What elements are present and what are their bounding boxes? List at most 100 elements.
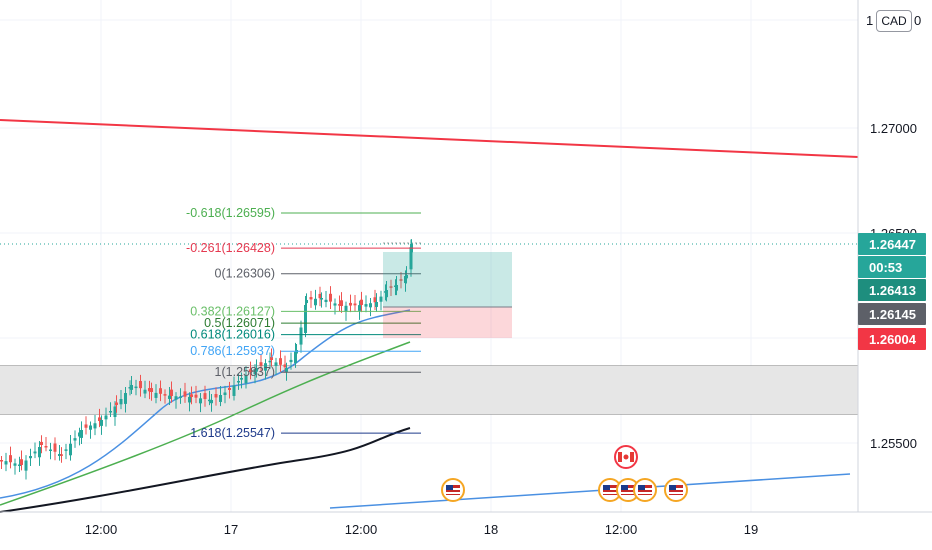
candle [60, 454, 63, 456]
candle [338, 304, 341, 306]
candle [399, 279, 403, 281]
time-tick: 12:00 [85, 522, 118, 537]
candle [389, 286, 393, 288]
candle [98, 417, 101, 421]
candle [49, 449, 52, 451]
ma-slow [0, 427, 411, 513]
candle [69, 443, 72, 456]
fib-levels: -0.618(1.26595) -0.261(1.26428) 0(1.26306)… [186, 206, 421, 440]
candle [170, 389, 173, 396]
candle [255, 368, 258, 372]
candle [119, 399, 123, 405]
candle [373, 297, 377, 303]
candle [183, 391, 187, 397]
candle [344, 305, 348, 312]
candle [89, 425, 92, 430]
price-tick: 1.25500 [870, 436, 917, 451]
fib-label: 1(1.25837) [215, 365, 275, 379]
currency-button[interactable]: CAD [876, 10, 912, 32]
currency-suffix: 0 [914, 13, 922, 28]
candle [73, 438, 77, 441]
flag-canton [638, 485, 645, 490]
candle [295, 350, 298, 354]
candle [4, 461, 8, 465]
flag-canton [603, 485, 610, 490]
time-tick: 18 [484, 522, 498, 537]
candle [208, 399, 211, 402]
candle [244, 375, 248, 384]
candle [268, 360, 272, 363]
candle [100, 420, 103, 426]
candle [283, 364, 287, 368]
candle [304, 305, 307, 334]
price-tick: 1.27000 [870, 121, 917, 136]
us-flag-icon[interactable] [633, 478, 657, 502]
fib-label: 0.5(1.26071) [204, 316, 275, 330]
fib-label: 0.786(1.25937) [190, 344, 275, 358]
candle [320, 298, 323, 300]
candle [289, 359, 293, 363]
price-axis[interactable]: 1.270001.265001.255001.2644700:531.26413… [857, 0, 932, 550]
resistance-trendline [0, 119, 859, 158]
candle [174, 396, 178, 400]
fib-label: 0.618(1.26016) [190, 328, 275, 342]
candle [24, 460, 28, 471]
flag-canton [446, 485, 453, 490]
event-flags[interactable] [441, 445, 688, 502]
price-tag-label: 1.26413 [869, 283, 916, 298]
currency-prefix: 1 [866, 13, 874, 28]
candle [13, 463, 17, 466]
candle [294, 351, 297, 364]
candle [264, 363, 267, 371]
long-position-tool[interactable] [383, 252, 512, 338]
candle [143, 389, 147, 394]
candle [232, 385, 236, 396]
candle [194, 394, 198, 398]
candle [203, 393, 207, 400]
candle [188, 396, 191, 403]
candle [364, 304, 368, 307]
candle [179, 396, 182, 398]
candle [270, 357, 273, 360]
candle [324, 299, 328, 303]
take-profit-zone [383, 252, 512, 307]
candle [18, 464, 21, 466]
price-tag-label: 1.26145 [869, 307, 916, 322]
time-tick: 12:00 [345, 522, 378, 537]
fib-label: -0.261(1.26428) [186, 241, 275, 255]
fib-label: -0.618(1.26595) [186, 206, 275, 220]
candle [139, 381, 142, 389]
candle [130, 385, 133, 390]
us-flag-icon[interactable] [441, 478, 465, 502]
ca-flag-icon[interactable] [614, 445, 638, 469]
price-tag [858, 303, 926, 325]
price-tag [858, 256, 926, 278]
time-tick: 12:00 [605, 522, 638, 537]
candle [168, 395, 171, 399]
candle [109, 411, 112, 413]
candle [20, 459, 23, 465]
candle [360, 299, 363, 305]
candle [104, 415, 108, 420]
candle [150, 388, 153, 392]
candle [93, 423, 97, 429]
candle [333, 303, 337, 306]
time-axis[interactable]: 12:00 17 12:00 18 12:00 19 [0, 511, 932, 537]
candle [404, 276, 407, 284]
price-tag [858, 279, 926, 301]
candle [159, 388, 162, 394]
candle [148, 388, 151, 392]
flag-leaf [623, 454, 629, 460]
flag-band [618, 452, 622, 462]
flag-canton [621, 485, 628, 490]
price-tag-label: 1.26447 [869, 237, 916, 252]
candle [78, 432, 81, 437]
us-flag-icon[interactable] [616, 478, 640, 502]
candle [237, 381, 240, 383]
candle [329, 293, 332, 302]
candle [259, 362, 263, 366]
stop-loss-zone [383, 307, 512, 338]
candle [240, 378, 243, 380]
us-flag-icon[interactable] [664, 478, 688, 502]
